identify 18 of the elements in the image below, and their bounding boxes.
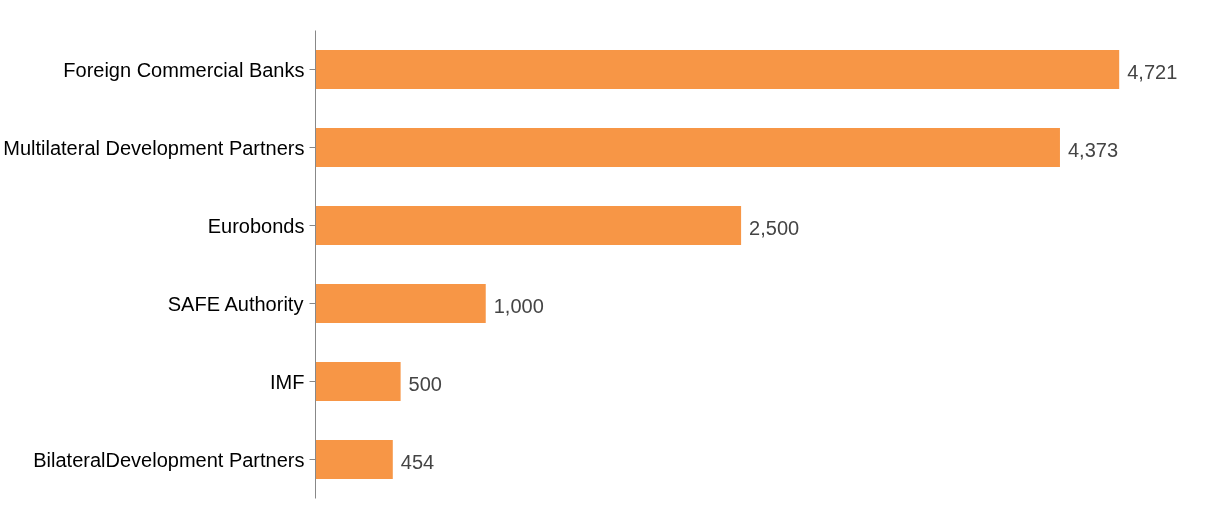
- data-label: 4,721: [1127, 60, 1178, 83]
- bar: [315, 284, 486, 323]
- y-tick-label: Eurobonds: [207, 214, 305, 237]
- data-label: 4,373: [1067, 138, 1119, 161]
- bar: [315, 128, 1060, 167]
- bar: [315, 440, 393, 479]
- data-label: 500: [408, 372, 442, 395]
- data-label: 454: [400, 450, 435, 473]
- data-label: 2,500: [749, 216, 800, 239]
- data-label: 1,000: [493, 294, 544, 317]
- y-tick-label: Foreign Commercial Banks: [63, 58, 305, 81]
- y-tick-label: BilateralDevelopment Partners: [33, 448, 305, 471]
- y-tick-label: SAFE Authority: [167, 292, 304, 315]
- y-tick-label: Multilateral Development Partners: [3, 136, 305, 159]
- bar: [315, 206, 742, 245]
- y-tick-label: IMF: [270, 370, 305, 393]
- bar: [315, 50, 1120, 89]
- bar: [315, 362, 401, 401]
